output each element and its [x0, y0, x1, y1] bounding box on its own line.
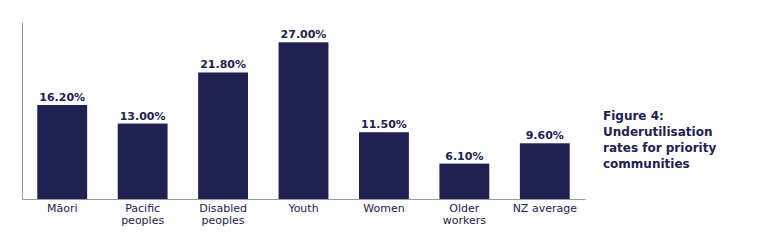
caption-line: communities — [603, 156, 690, 170]
bar — [118, 124, 168, 199]
data-label: 21.80% — [200, 58, 246, 71]
x-tick-label: Olderworkers — [443, 202, 487, 228]
x-tick-label-line: NZ average — [513, 202, 578, 215]
x-tick: NZ average — [513, 199, 578, 215]
caption: Figure 4: Underutilisation rates for prior… — [603, 108, 716, 170]
data-label: 27.00% — [281, 28, 327, 41]
bar — [37, 105, 87, 199]
data-label: 13.00% — [120, 110, 166, 123]
bar — [359, 132, 409, 199]
x-tick-label: Youth — [287, 202, 318, 215]
x-tick-label-line: Youth — [287, 202, 318, 215]
x-tick-label-line: Māori — [47, 202, 78, 215]
y-axis — [22, 23, 23, 200]
caption-line: rates for priority — [603, 140, 716, 154]
x-axis: MāoriPacificpeoplesDisabledpeoplesYouthW… — [23, 199, 586, 227]
x-tick-label: Pacificpeoples — [121, 202, 164, 228]
x-tick-label-line: workers — [443, 214, 487, 227]
x-tick: Pacificpeoples — [121, 199, 164, 227]
data-label: 6.10% — [445, 150, 483, 163]
bar — [439, 164, 489, 199]
x-tick-label: NZ average — [513, 202, 578, 215]
y-axis-line — [22, 23, 23, 200]
data-label: 16.20% — [39, 91, 85, 104]
x-tick: Youth — [287, 199, 318, 215]
x-tick-label: Disabledpeoples — [199, 202, 247, 228]
plot: MāoriPacificpeoplesDisabledpeoplesYouthW… — [23, 23, 586, 228]
x-tick-label: Women — [363, 202, 404, 215]
data-labels: 16.20% 13.00% 21.80% 27.00% 11.50% 6.10% 9.60% — [39, 28, 564, 162]
x-tick-label-line: peoples — [202, 214, 245, 227]
bar — [520, 143, 570, 199]
x-tick: Women — [363, 199, 404, 215]
caption-line: Figure 4: — [603, 108, 664, 122]
x-tick-label-line: Disabled — [199, 202, 247, 215]
x-tick-label-line: Pacific — [125, 202, 160, 215]
data-label: 11.50% — [361, 118, 407, 131]
bars — [37, 42, 569, 199]
x-tick-label: Māori — [47, 202, 78, 215]
x-tick-label-line: Women — [363, 202, 404, 215]
x-tick-label-line: Older — [449, 202, 479, 215]
x-tick: Māori — [47, 199, 78, 215]
x-tick: Olderworkers — [443, 199, 487, 227]
data-label: 9.60% — [526, 129, 564, 142]
x-tick-label-line: peoples — [121, 214, 164, 227]
bar — [198, 72, 248, 199]
chart: MāoriPacificpeoplesDisabledpeoplesYouthW… — [0, 0, 770, 241]
bar — [279, 42, 329, 199]
x-tick: Disabledpeoples — [199, 199, 247, 227]
caption-line: Underutilisation — [603, 124, 712, 138]
x-axis-line — [23, 199, 586, 200]
